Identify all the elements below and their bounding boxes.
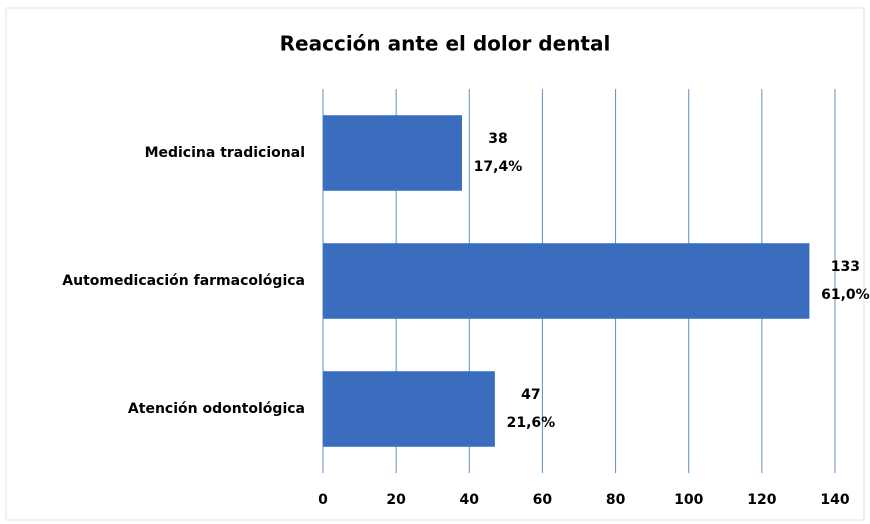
chart-title: Reacción ante el dolor dental <box>280 32 611 56</box>
y-tick-label: Medicina tradicional <box>145 145 305 161</box>
x-tick-label: 120 <box>747 492 776 508</box>
x-tick-label: 40 <box>460 492 480 508</box>
percent-label: 21,6% <box>507 415 556 431</box>
bar <box>323 243 810 319</box>
x-tick-label: 140 <box>820 492 849 508</box>
value-label: 133 <box>831 259 860 275</box>
value-label: 47 <box>521 387 540 403</box>
y-tick-label: Automedicación farmacológica <box>62 273 305 289</box>
percent-label: 17,4% <box>474 159 523 175</box>
bar <box>323 371 495 447</box>
x-tick-label: 20 <box>386 492 406 508</box>
bar <box>323 115 462 191</box>
x-tick-label: 0 <box>318 492 328 508</box>
x-tick-label: 100 <box>674 492 703 508</box>
x-tick-label: 60 <box>533 492 553 508</box>
value-label: 38 <box>488 131 507 147</box>
y-tick-label: Atención odontológica <box>128 401 305 417</box>
percent-label: 61,0% <box>821 287 870 303</box>
x-tick-label: 80 <box>606 492 626 508</box>
